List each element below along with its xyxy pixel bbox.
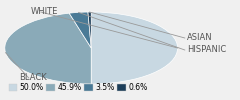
Text: ASIAN: ASIAN (187, 34, 213, 42)
Wedge shape (88, 12, 91, 48)
Text: BLACK: BLACK (19, 74, 47, 82)
Text: WHITE: WHITE (31, 8, 59, 16)
Text: HISPANIC: HISPANIC (187, 46, 227, 54)
Wedge shape (69, 12, 91, 48)
Wedge shape (5, 13, 91, 84)
Wedge shape (91, 12, 178, 84)
Legend: 50.0%, 45.9%, 3.5%, 0.6%: 50.0%, 45.9%, 3.5%, 0.6% (9, 83, 147, 92)
